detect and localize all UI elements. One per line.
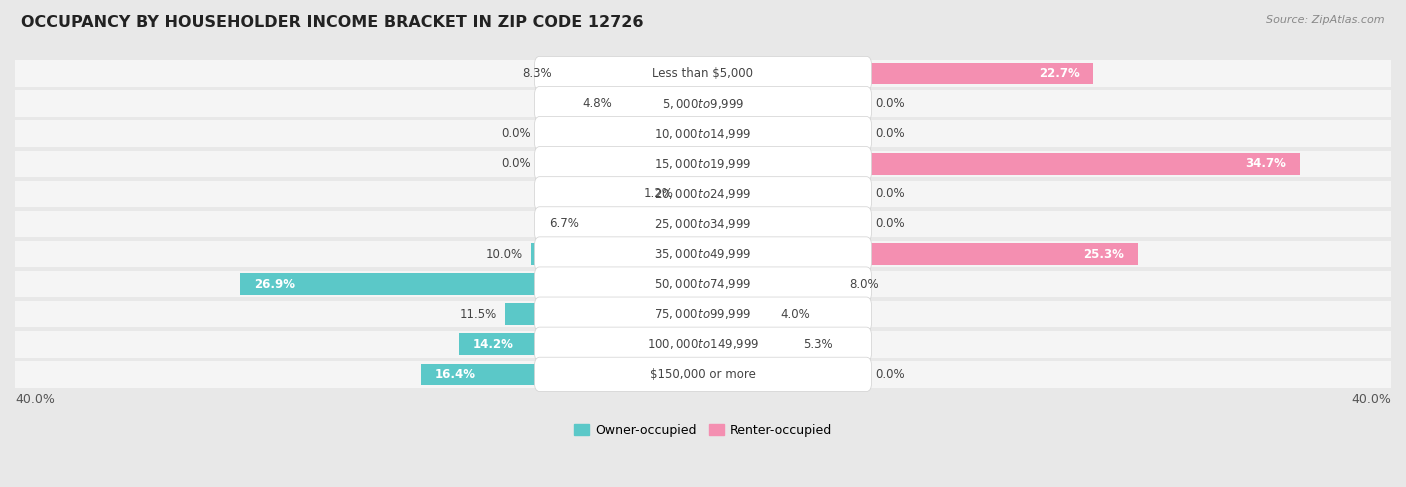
Text: 0.0%: 0.0% <box>875 217 904 230</box>
Text: 8.0%: 8.0% <box>849 278 879 291</box>
Text: 0.0%: 0.0% <box>875 187 904 200</box>
FancyBboxPatch shape <box>15 331 1391 357</box>
Text: $25,000 to $34,999: $25,000 to $34,999 <box>654 217 752 231</box>
Bar <box>703 63 1094 84</box>
Text: 25.3%: 25.3% <box>1084 247 1125 261</box>
Bar <box>703 153 1299 175</box>
FancyBboxPatch shape <box>15 181 1391 207</box>
FancyBboxPatch shape <box>534 357 872 392</box>
FancyBboxPatch shape <box>534 147 872 181</box>
FancyBboxPatch shape <box>15 91 1391 117</box>
Text: 0.0%: 0.0% <box>502 157 531 170</box>
FancyBboxPatch shape <box>15 241 1391 267</box>
Bar <box>458 334 703 355</box>
FancyBboxPatch shape <box>534 56 872 91</box>
Bar <box>420 363 703 385</box>
Text: $75,000 to $99,999: $75,000 to $99,999 <box>654 307 752 321</box>
FancyBboxPatch shape <box>15 271 1391 298</box>
Text: 8.3%: 8.3% <box>522 67 551 80</box>
Bar <box>505 303 703 325</box>
FancyBboxPatch shape <box>534 207 872 241</box>
Text: 10.0%: 10.0% <box>485 247 523 261</box>
Text: 0.0%: 0.0% <box>875 368 904 381</box>
Text: 0.0%: 0.0% <box>502 127 531 140</box>
Text: 14.2%: 14.2% <box>472 338 513 351</box>
Text: 6.7%: 6.7% <box>550 217 579 230</box>
Text: 11.5%: 11.5% <box>460 308 496 320</box>
FancyBboxPatch shape <box>15 60 1391 87</box>
Text: 1.2%: 1.2% <box>644 187 673 200</box>
Bar <box>560 63 703 84</box>
FancyBboxPatch shape <box>15 150 1391 177</box>
Text: 16.4%: 16.4% <box>434 368 475 381</box>
FancyBboxPatch shape <box>534 297 872 331</box>
FancyBboxPatch shape <box>534 327 872 361</box>
Text: 40.0%: 40.0% <box>1351 393 1391 406</box>
Bar <box>588 213 703 235</box>
FancyBboxPatch shape <box>534 267 872 301</box>
Bar <box>682 183 703 205</box>
Text: 4.8%: 4.8% <box>582 97 612 110</box>
Text: 4.0%: 4.0% <box>780 308 810 320</box>
FancyBboxPatch shape <box>534 116 872 151</box>
Bar <box>703 273 841 295</box>
Text: $15,000 to $19,999: $15,000 to $19,999 <box>654 157 752 171</box>
Bar <box>240 273 703 295</box>
Text: 34.7%: 34.7% <box>1246 157 1286 170</box>
Bar <box>620 93 703 114</box>
Text: Less than $5,000: Less than $5,000 <box>652 67 754 80</box>
Text: 26.9%: 26.9% <box>254 278 295 291</box>
FancyBboxPatch shape <box>534 177 872 211</box>
FancyBboxPatch shape <box>534 87 872 121</box>
Text: $5,000 to $9,999: $5,000 to $9,999 <box>662 96 744 111</box>
Text: $50,000 to $74,999: $50,000 to $74,999 <box>654 277 752 291</box>
FancyBboxPatch shape <box>15 211 1391 237</box>
Text: $100,000 to $149,999: $100,000 to $149,999 <box>647 337 759 351</box>
Text: 22.7%: 22.7% <box>1039 67 1080 80</box>
Bar <box>703 303 772 325</box>
Text: 40.0%: 40.0% <box>15 393 55 406</box>
Text: $35,000 to $49,999: $35,000 to $49,999 <box>654 247 752 261</box>
Text: $150,000 or more: $150,000 or more <box>650 368 756 381</box>
Text: 0.0%: 0.0% <box>875 97 904 110</box>
Text: Source: ZipAtlas.com: Source: ZipAtlas.com <box>1267 15 1385 25</box>
Text: OCCUPANCY BY HOUSEHOLDER INCOME BRACKET IN ZIP CODE 12726: OCCUPANCY BY HOUSEHOLDER INCOME BRACKET … <box>21 15 644 30</box>
Legend: Owner-occupied, Renter-occupied: Owner-occupied, Renter-occupied <box>568 419 838 442</box>
FancyBboxPatch shape <box>534 237 872 271</box>
Text: 0.0%: 0.0% <box>875 127 904 140</box>
Bar <box>703 243 1139 265</box>
FancyBboxPatch shape <box>15 301 1391 327</box>
Text: $20,000 to $24,999: $20,000 to $24,999 <box>654 187 752 201</box>
Text: $10,000 to $14,999: $10,000 to $14,999 <box>654 127 752 141</box>
Bar <box>531 243 703 265</box>
FancyBboxPatch shape <box>15 361 1391 388</box>
Text: 5.3%: 5.3% <box>803 338 832 351</box>
Bar <box>703 334 794 355</box>
FancyBboxPatch shape <box>15 120 1391 147</box>
